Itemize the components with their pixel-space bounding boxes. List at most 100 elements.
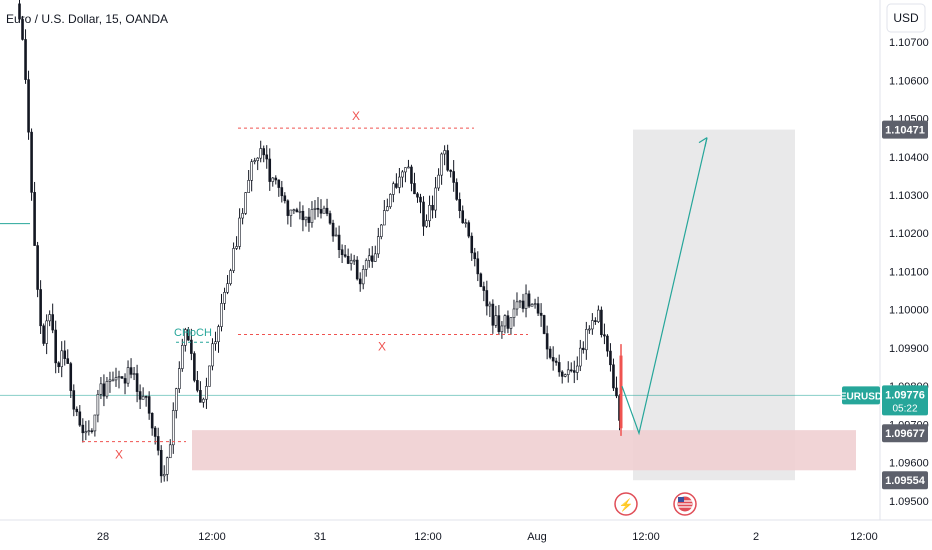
symbol-badge[interactable] <box>842 386 880 405</box>
candle-body <box>117 376 121 379</box>
us-flag-event-icon[interactable] <box>673 492 697 516</box>
candle-body <box>162 473 166 477</box>
x-tick-label: 2 <box>753 531 759 543</box>
candle-body <box>250 161 253 181</box>
candle-body <box>364 260 368 270</box>
candle-body <box>123 378 127 384</box>
svg-text:⚡: ⚡ <box>619 498 634 512</box>
candle-body <box>129 367 133 375</box>
demand-zone[interactable] <box>192 430 856 471</box>
candle-body <box>619 355 623 429</box>
candle-body <box>33 192 36 246</box>
candle-body <box>286 200 290 216</box>
candle-body <box>78 411 82 426</box>
candle-body <box>156 436 160 451</box>
candle-body <box>184 329 187 346</box>
annotations-layer: X X X CHoCH <box>0 109 708 462</box>
candle-body <box>274 177 278 181</box>
candle-body <box>232 248 235 271</box>
candle-body <box>211 343 214 367</box>
candle-body <box>220 303 223 327</box>
x-tick-label: 12:00 <box>198 531 226 543</box>
candle-body <box>349 260 353 264</box>
candle-body <box>575 365 579 373</box>
candle-body <box>334 234 338 237</box>
candle-body <box>108 379 112 382</box>
candle-body <box>178 368 181 390</box>
last-price-countdown: 05:22 <box>892 403 917 414</box>
candle-body <box>566 369 570 375</box>
candle-body <box>144 396 148 398</box>
candle-body <box>262 148 266 156</box>
candle-body <box>72 390 76 410</box>
candle-body <box>168 444 172 459</box>
candle-body <box>337 234 341 251</box>
candle-body <box>295 209 299 213</box>
currency-button[interactable] <box>886 3 926 33</box>
candle-body <box>93 414 97 432</box>
candle-body <box>355 259 359 280</box>
candle-body <box>171 410 175 446</box>
y-tick-label: 1.10600 <box>889 75 929 87</box>
candle-body <box>404 167 407 173</box>
candle-body <box>386 206 389 211</box>
candle-body <box>521 300 525 309</box>
x-tick-label: 28 <box>97 531 109 543</box>
price-axis[interactable]: 1.107001.106001.105001.104001.103001.102… <box>889 37 929 508</box>
candle-body <box>45 320 48 344</box>
candle-body <box>66 358 70 364</box>
candle-body <box>126 367 130 384</box>
candle-body <box>292 209 296 212</box>
candle-body <box>361 269 365 285</box>
candle-body <box>343 254 347 257</box>
mid-x-label: X <box>378 340 386 354</box>
candle-body <box>208 365 211 387</box>
candle-body <box>265 154 269 160</box>
candle-body <box>81 424 85 434</box>
flash-event-icon[interactable]: ⚡ <box>614 492 638 516</box>
candle-body <box>585 329 588 351</box>
candle-body <box>238 217 241 247</box>
candle-body <box>114 377 118 381</box>
candle-body <box>54 329 57 364</box>
candle-body <box>226 283 229 293</box>
symbol-title: Euro / U.S. Dollar, 15, OANDA <box>6 12 168 26</box>
candle-body <box>51 314 54 331</box>
candle-body <box>524 293 528 309</box>
candle-body <box>376 236 380 255</box>
y-tick-label: 1.10000 <box>889 305 929 317</box>
candle-body <box>138 391 142 400</box>
time-axis[interactable]: 28 12:00 31 12:00 Aug 12:00 2 12:00 <box>97 531 878 543</box>
candle-body <box>316 207 320 210</box>
candle-body <box>60 350 64 368</box>
candle-body <box>319 209 323 214</box>
candle-body <box>57 362 61 368</box>
candle-body <box>165 457 169 475</box>
candle-body <box>548 348 552 358</box>
candle-body <box>69 363 73 391</box>
projection-box[interactable] <box>633 129 795 481</box>
candle-body <box>413 183 416 195</box>
x-tick-label: Aug <box>527 531 547 543</box>
candle-body <box>440 153 443 176</box>
candle-body <box>506 315 510 329</box>
candle-body <box>410 166 413 184</box>
candle-body <box>572 370 576 373</box>
candle-body <box>190 339 193 354</box>
candle-body <box>458 199 461 212</box>
candle-body <box>407 166 410 169</box>
candle-body <box>271 177 275 182</box>
candle-body <box>214 341 217 345</box>
candle-body <box>482 286 486 291</box>
candle-body <box>606 335 609 352</box>
x-tick-label: 31 <box>314 531 326 543</box>
projection-path[interactable] <box>621 137 708 436</box>
candle-body <box>217 326 220 343</box>
y-tick-label: 1.10400 <box>889 152 929 164</box>
candle-body <box>515 301 519 310</box>
y-tick-label: 1.09500 <box>889 496 929 508</box>
last-price-badge[interactable] <box>882 385 928 416</box>
candle-body <box>193 353 196 381</box>
candle-body <box>612 364 615 389</box>
